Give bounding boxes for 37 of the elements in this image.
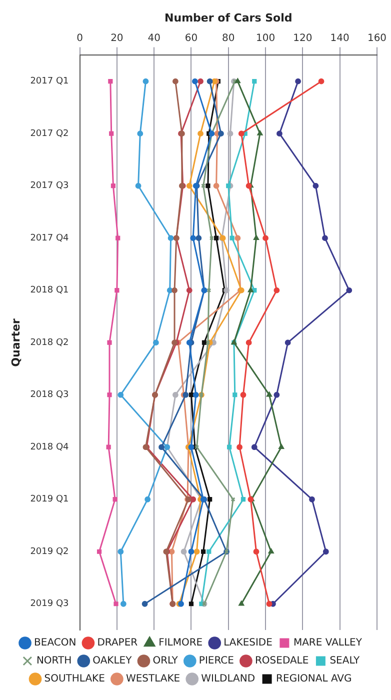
- legend-label: SOUTHLAKE: [44, 674, 105, 685]
- legend-label: NORTH: [36, 656, 72, 667]
- x-tick-label: 160: [367, 32, 387, 44]
- y-axis-title: Quarter: [9, 318, 22, 367]
- x-tick-label: 0: [76, 32, 83, 44]
- legend-label: WESTLAKE: [126, 674, 180, 685]
- legend-label: LAKESIDE: [224, 638, 272, 649]
- x-tick-label: 20: [110, 32, 124, 44]
- y-tick-label: 2017 Q1: [30, 76, 69, 87]
- legend-label: PIERCE: [198, 656, 234, 667]
- legend-label: MARE VALLEY: [293, 638, 363, 649]
- x-tick-label: 120: [293, 32, 312, 44]
- x-tick-label: 40: [148, 32, 160, 44]
- x-tick-label: 80: [222, 32, 235, 44]
- legend-label: SEALY: [330, 656, 360, 667]
- x-axis-title: Number of Cars Sold: [164, 11, 292, 24]
- legend-label: FILMORE: [158, 638, 203, 649]
- legend-label: REGIONAL AVG: [276, 674, 352, 685]
- legend-label: OAKLEY: [92, 656, 133, 667]
- y-tick-label: 2018 Q3: [30, 390, 69, 400]
- y-tick-label: 2017 Q4: [30, 233, 70, 244]
- y-tick-label: 2018 Q4: [30, 442, 70, 452]
- x-tick-label: 60: [184, 32, 198, 44]
- y-tick-label: 2017 Q3: [30, 181, 69, 192]
- y-tick-label: 2017 Q2: [30, 128, 69, 139]
- y-tick-label: 2019 Q3: [30, 599, 69, 610]
- x-tick-label: 140: [330, 32, 350, 44]
- y-tick-label: 2019 Q2: [30, 546, 69, 557]
- legend-label: BEACON: [34, 638, 76, 649]
- x-tick-label: 100: [256, 32, 276, 44]
- legend-label: DRAPER: [97, 638, 138, 649]
- legend-label: ORLY: [152, 656, 179, 667]
- legend-label: ROSEDALE: [254, 656, 309, 667]
- y-tick-label: 2018 Q1: [30, 286, 69, 296]
- y-tick-label: 2018 Q2: [30, 338, 69, 348]
- legend-label: WILDLAND: [201, 674, 256, 685]
- y-tick-label: 2019 Q1: [30, 494, 69, 505]
